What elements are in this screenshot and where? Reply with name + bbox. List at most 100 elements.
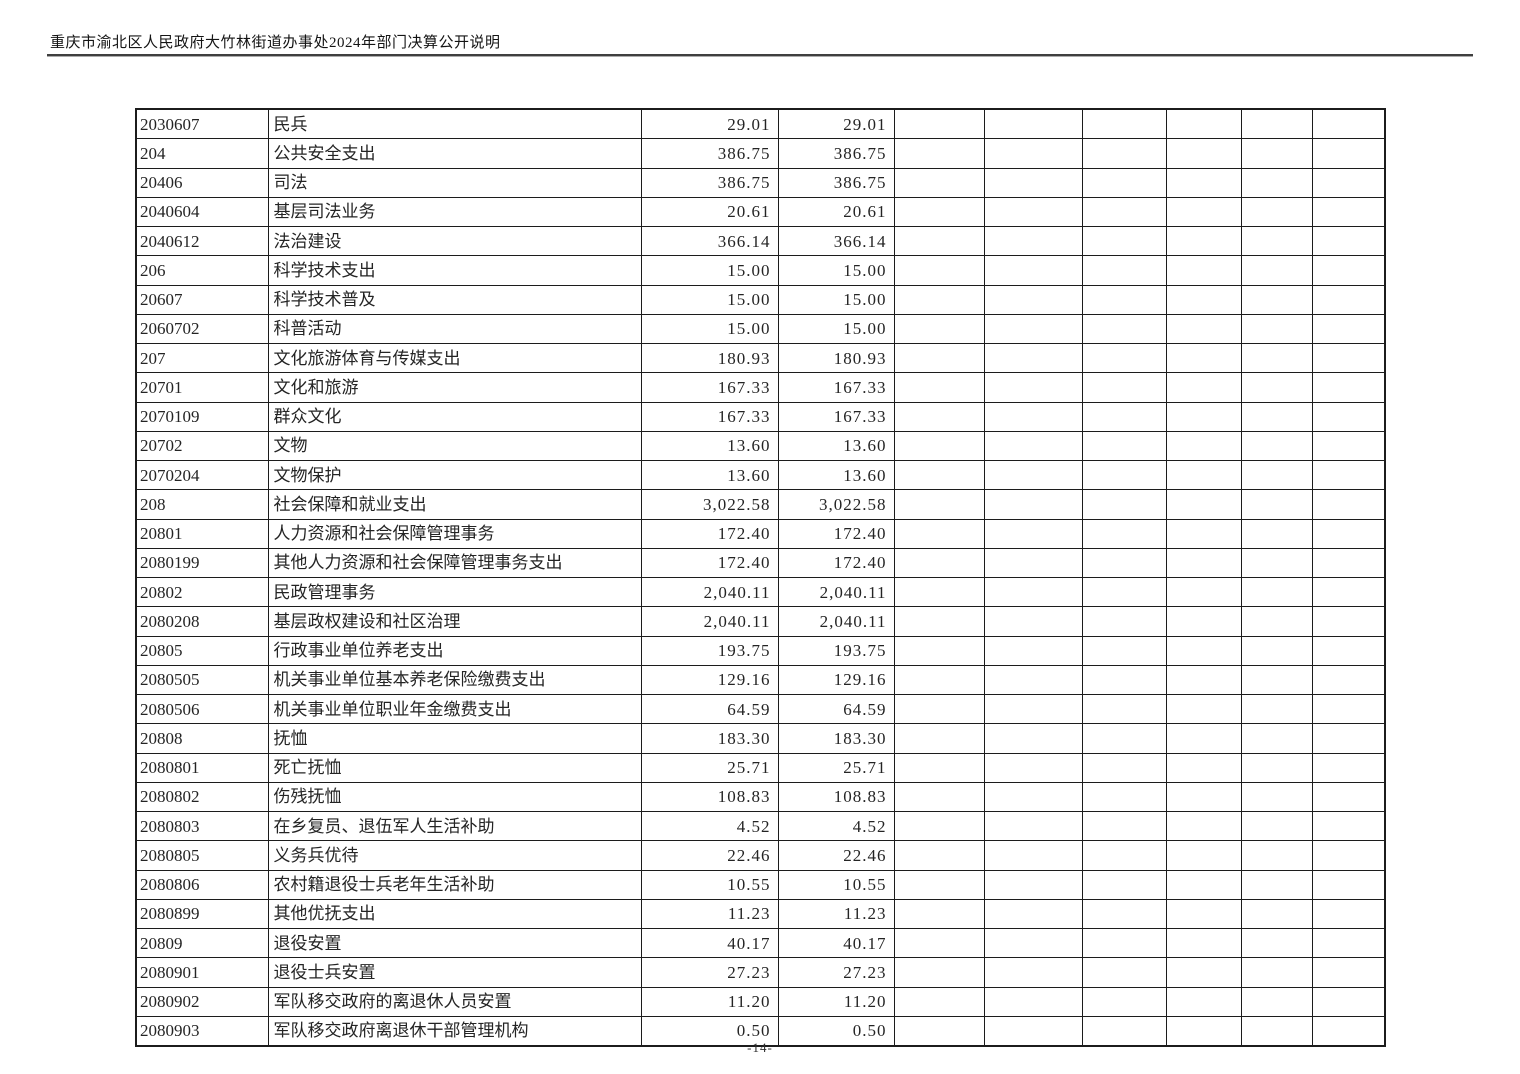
empty-cell xyxy=(1081,752,1167,783)
empty-cell xyxy=(1311,196,1386,228)
code-cell: 2080901 xyxy=(135,957,269,988)
empty-cell xyxy=(1240,986,1313,1017)
amount2-cell: 0.50 xyxy=(777,1015,895,1047)
name-cell: 社会保障和就业支出 xyxy=(267,489,642,520)
empty-cell xyxy=(1311,635,1386,666)
empty-cell xyxy=(1081,635,1167,666)
empty-cell xyxy=(1165,108,1242,140)
name-cell: 法治建设 xyxy=(267,225,642,257)
empty-cell xyxy=(1240,167,1313,198)
empty-cell xyxy=(1311,225,1386,257)
empty-cell xyxy=(1311,342,1386,374)
table-row: 2030607 民兵 29.01 29.01 xyxy=(135,108,1386,140)
empty-cell xyxy=(1240,489,1313,520)
table-row: 204 公共安全支出 386.75 386.75 xyxy=(135,138,1386,169)
empty-cell xyxy=(1165,518,1242,549)
empty-cell xyxy=(1165,1015,1242,1047)
empty-cell xyxy=(1311,869,1386,900)
code-cell: 204 xyxy=(135,138,269,169)
table-row: 2040604 基层司法业务 20.61 20.61 xyxy=(135,196,1386,228)
empty-cell xyxy=(1311,108,1386,140)
amount1-cell: 27.23 xyxy=(640,957,779,988)
empty-cell xyxy=(893,957,985,988)
amount1-cell: 11.20 xyxy=(640,986,779,1017)
empty-cell xyxy=(1165,547,1242,579)
table-row: 2080901 退役士兵安置 27.23 27.23 xyxy=(135,957,1386,988)
empty-cell xyxy=(1240,518,1313,549)
empty-cell xyxy=(983,489,1083,520)
empty-cell xyxy=(1240,693,1313,725)
empty-cell xyxy=(983,372,1083,403)
amount1-cell: 13.60 xyxy=(640,459,779,491)
table-row: 20808 抚恤 183.30 183.30 xyxy=(135,723,1386,754)
empty-cell xyxy=(1081,284,1167,315)
table-row: 2040612 法治建设 366.14 366.14 xyxy=(135,225,1386,257)
empty-cell xyxy=(1240,225,1313,257)
code-cell: 2080902 xyxy=(135,986,269,1017)
amount1-cell: 167.33 xyxy=(640,372,779,403)
amount2-cell: 366.14 xyxy=(777,225,895,257)
empty-cell xyxy=(1165,927,1242,959)
empty-cell xyxy=(1081,840,1167,871)
empty-cell xyxy=(893,430,985,462)
amount1-cell: 180.93 xyxy=(640,342,779,374)
name-cell: 其他人力资源和社会保障管理事务支出 xyxy=(267,547,642,579)
amount2-cell: 180.93 xyxy=(777,342,895,374)
empty-cell xyxy=(983,869,1083,900)
empty-cell xyxy=(1240,196,1313,228)
empty-cell xyxy=(983,986,1083,1017)
amount2-cell: 3,022.58 xyxy=(777,489,895,520)
empty-cell xyxy=(1165,898,1242,930)
empty-cell xyxy=(1165,372,1242,403)
empty-cell xyxy=(1240,869,1313,900)
code-cell: 2070109 xyxy=(135,401,269,432)
name-cell: 民政管理事务 xyxy=(267,576,642,608)
empty-cell xyxy=(1240,664,1313,696)
table-row: 20406 司法 386.75 386.75 xyxy=(135,167,1386,198)
empty-cell xyxy=(1081,869,1167,900)
empty-cell xyxy=(1081,898,1167,930)
empty-cell xyxy=(983,840,1083,871)
empty-cell xyxy=(893,810,985,842)
empty-cell xyxy=(1081,957,1167,988)
table-row: 2080505 机关事业单位基本养老保险缴费支出 129.16 129.16 xyxy=(135,664,1386,696)
empty-cell xyxy=(1165,489,1242,520)
empty-cell xyxy=(1081,518,1167,549)
budget-expenditure-table: 2030607 民兵 29.01 29.01 204 公共安全支出 386.75 386.75… xyxy=(135,108,1386,1047)
table-row: 2080506 机关事业单位职业年金缴费支出 64.59 64.59 xyxy=(135,693,1386,725)
code-cell: 20406 xyxy=(135,167,269,198)
amount2-cell: 172.40 xyxy=(777,518,895,549)
table-row: 20607 科学技术普及 15.00 15.00 xyxy=(135,284,1386,315)
name-cell: 文物 xyxy=(267,430,642,462)
empty-cell xyxy=(1311,576,1386,608)
empty-cell xyxy=(1081,255,1167,286)
amount1-cell: 3,022.58 xyxy=(640,489,779,520)
empty-cell xyxy=(1240,284,1313,315)
empty-cell xyxy=(893,898,985,930)
table-row: 20801 人力资源和社会保障管理事务 172.40 172.40 xyxy=(135,518,1386,549)
empty-cell xyxy=(983,693,1083,725)
amount2-cell: 13.60 xyxy=(777,430,895,462)
code-cell: 20801 xyxy=(135,518,269,549)
amount1-cell: 40.17 xyxy=(640,927,779,959)
table-row: 20702 文物 13.60 13.60 xyxy=(135,430,1386,462)
amount1-cell: 22.46 xyxy=(640,840,779,871)
empty-cell xyxy=(893,869,985,900)
code-cell: 2070204 xyxy=(135,459,269,491)
table-row: 2080801 死亡抚恤 25.71 25.71 xyxy=(135,752,1386,783)
empty-cell xyxy=(1165,986,1242,1017)
empty-cell xyxy=(983,313,1083,345)
empty-cell xyxy=(1165,664,1242,696)
empty-cell xyxy=(1081,1015,1167,1047)
amount1-cell: 2,040.11 xyxy=(640,576,779,608)
empty-cell xyxy=(893,255,985,286)
empty-cell xyxy=(1165,810,1242,842)
empty-cell xyxy=(983,664,1083,696)
empty-cell xyxy=(1311,255,1386,286)
empty-cell xyxy=(983,167,1083,198)
empty-cell xyxy=(1311,401,1386,432)
table-row: 2060702 科普活动 15.00 15.00 xyxy=(135,313,1386,345)
code-cell: 2080903 xyxy=(135,1015,269,1047)
empty-cell xyxy=(1081,108,1167,140)
code-cell: 2080805 xyxy=(135,840,269,871)
